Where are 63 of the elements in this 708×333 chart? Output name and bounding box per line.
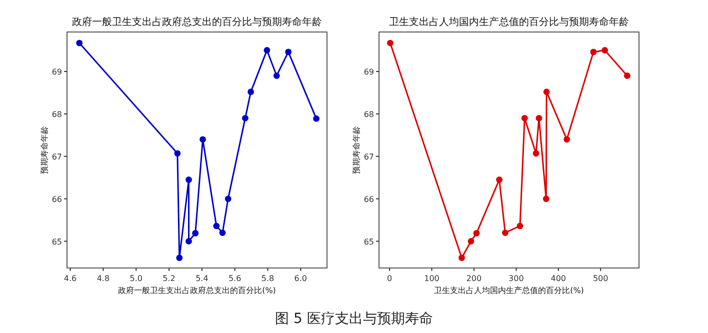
- point: [176, 254, 183, 262]
- x-tick-label: 0: [387, 274, 392, 283]
- point: [602, 47, 608, 54]
- y-tick-label: 68: [52, 110, 62, 119]
- x-tick-label: 5.2: [162, 274, 176, 283]
- x-tick-label: 5.4: [196, 274, 208, 283]
- point: [516, 222, 524, 230]
- point: [186, 238, 192, 244]
- y-tick-label: 66: [364, 194, 374, 204]
- point: [532, 150, 540, 157]
- point: [224, 196, 232, 202]
- point: [564, 136, 570, 143]
- x-tick-label: 100: [424, 274, 440, 283]
- x-tick-label: 400: [550, 274, 566, 283]
- y-tick-label: 69: [52, 67, 62, 76]
- y-tick-label: 67: [364, 152, 374, 162]
- x-tick-label: 500: [592, 274, 608, 283]
- y-tick-label: 69: [364, 67, 374, 76]
- y-axis-title: 预期寿命年龄: [40, 126, 49, 174]
- y-tick-label: 65: [52, 237, 62, 246]
- x-axis-title: 政府一般卫生支出占政府总支出的百分比(%): [118, 286, 276, 295]
- point: [264, 47, 270, 54]
- point: [248, 88, 254, 96]
- x-tick-label: 5.6: [228, 274, 242, 283]
- point: [624, 72, 630, 79]
- x-tick-label: 200: [466, 274, 482, 283]
- x-tick-label: 5.0: [130, 274, 142, 283]
- point: [542, 196, 550, 202]
- x-axis-title: 卫生支出占人均国内生产总值的百分比(%): [434, 286, 584, 295]
- point: [502, 230, 508, 236]
- point: [213, 222, 220, 230]
- x-tick-label: 6.0: [294, 274, 308, 283]
- point: [200, 136, 206, 143]
- point: [496, 176, 502, 183]
- caption: 图 5 医疗支出与预期寿命: [275, 311, 433, 327]
- x-tick-label: 4.6: [64, 274, 77, 283]
- chart-title: 政府一般卫生支出占政府总支出的百分比与预期寿命年龄: [72, 16, 322, 28]
- point: [468, 238, 474, 244]
- point: [473, 230, 480, 236]
- point: [219, 230, 226, 236]
- y-tick-label: 67: [52, 152, 62, 162]
- point: [192, 230, 199, 236]
- point: [458, 254, 465, 262]
- point: [543, 88, 550, 96]
- x-tick-label: 300: [508, 274, 524, 283]
- point: [242, 114, 248, 122]
- point: [285, 48, 292, 56]
- point: [536, 114, 542, 122]
- point: [273, 72, 280, 79]
- point: [313, 115, 320, 122]
- x-tick-label: 4.8: [96, 274, 110, 283]
- point: [174, 150, 181, 157]
- point: [76, 40, 83, 46]
- y-tick-label: 68: [364, 110, 374, 119]
- point: [387, 40, 394, 46]
- y-axis-title: 预期寿命年龄: [352, 126, 361, 174]
- point: [590, 48, 597, 56]
- y-tick-label: 66: [52, 194, 62, 204]
- y-tick-label: 65: [364, 237, 374, 246]
- point: [186, 176, 192, 183]
- x-tick-label: 5.8: [261, 274, 274, 283]
- point: [521, 114, 528, 122]
- chart-title: 卫生支出占人均国内生产总值的百分比与预期寿命年龄: [389, 16, 629, 28]
